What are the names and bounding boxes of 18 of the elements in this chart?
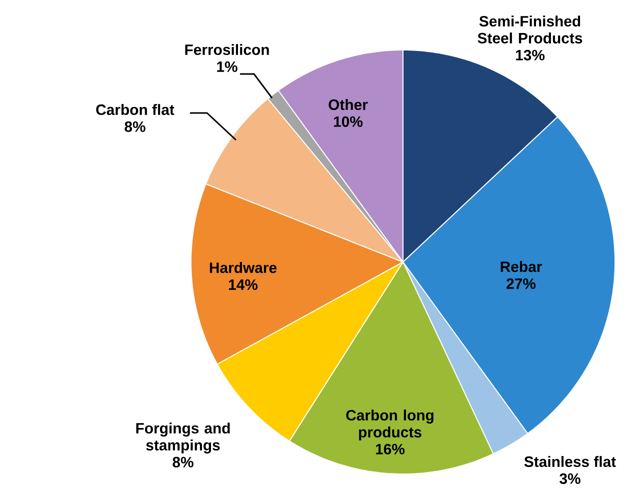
data-label: 3%	[560, 473, 580, 484]
data-label: 10%	[334, 116, 363, 127]
slice-label: Ferrosilicon	[185, 44, 269, 56]
slice-label: Other	[328, 99, 368, 110]
slice-label: Carbon flat	[96, 104, 174, 116]
data-label: 16%	[376, 444, 405, 454]
slice-label: Stainless flat	[524, 456, 616, 468]
slice-label: Rebar	[500, 261, 542, 272]
data-label: 1%	[217, 61, 238, 72]
data-label: 14%	[228, 279, 258, 290]
data-label: 8%	[172, 456, 194, 468]
slice-label: Carbon long products	[346, 410, 434, 440]
slice-label: Semi-Finished Steel Products	[478, 16, 582, 44]
slice-label: Hardware	[210, 262, 277, 274]
data-label: 8%	[124, 121, 146, 132]
data-label: 13%	[516, 50, 545, 60]
data-label: 27%	[506, 278, 536, 289]
slice-label: Forgings and stampings	[136, 422, 230, 454]
